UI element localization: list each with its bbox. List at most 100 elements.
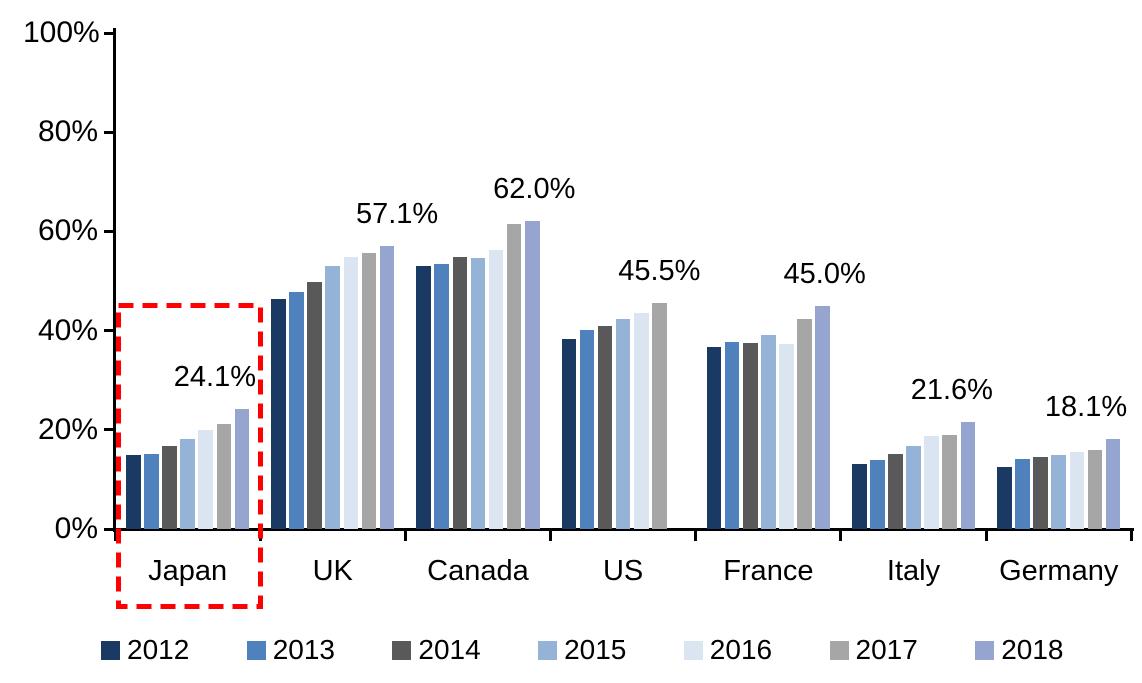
x-axis-tick [839,528,843,541]
legend-label-2017: 2017 [855,634,918,665]
legend-item-2012: 2012 [101,636,189,664]
legend-item-2018: 2018 [975,636,1063,664]
legend-swatch-2018 [975,640,995,660]
bar-italy-2014 [888,454,903,529]
y-axis-label: 40% [37,313,98,347]
legend-swatch-2014 [392,640,412,660]
bar-uk-2018 [379,245,395,529]
data-label-canada: 62.0% [493,173,576,206]
y-axis-tick [104,130,115,134]
bar-france-2017 [797,318,812,529]
x-axis-tick [984,528,988,541]
bar-us-2013 [579,330,595,529]
y-axis-tick [104,31,115,35]
legend-item-2017: 2017 [829,634,918,665]
bar-canada-2018 [524,221,540,529]
bar-uk-2012 [271,298,286,529]
bar-canada-2017 [506,224,522,529]
y-axis-label: 20% [37,412,98,446]
x-axis-tick [403,528,407,541]
data-label-germany: 18.1% [1044,391,1128,424]
bar-canada-2014 [452,256,468,529]
x-axis-label-canada: Canada [427,555,529,587]
data-label-france: 45.0% [783,257,866,290]
bar-canada-2012 [416,266,431,529]
legend-item-2014: 2014 [392,634,481,665]
bar-italy-2016 [924,435,939,529]
bar-germany-2012 [997,467,1012,529]
bar-france-2013 [724,342,740,529]
bar-italy-2017 [942,434,958,529]
bar-japan-2015 [180,438,195,529]
x-axis-tick [1129,528,1133,541]
bar-canada-2015 [470,257,486,529]
y-axis-tick [104,428,115,432]
bar-france-2014 [742,342,758,529]
bar-italy-2018 [960,421,976,529]
x-axis-label-france: France [723,555,814,587]
x-axis-line [113,528,1135,531]
y-axis-line [113,28,116,532]
x-axis-tick [258,528,262,541]
bar-germany-2014 [1033,457,1048,529]
y-axis-tick [104,329,115,333]
bar-germany-2016 [1069,451,1085,529]
bar-germany-2017 [1087,450,1103,529]
x-axis-tick [549,528,553,541]
y-axis-label: 0% [54,512,98,545]
legend-swatch-2013 [246,640,266,660]
y-axis-label: 80% [37,115,98,149]
bar-germany-2018 [1105,439,1121,529]
bar-us-2015 [615,319,631,529]
bar-france-2018 [815,305,830,529]
bar-us-2016 [633,312,649,529]
x-axis-label-uk: UK [312,555,353,587]
legend-swatch-2015 [538,640,558,660]
x-axis-label-japan: Japan [148,555,228,587]
bar-japan-2013 [144,453,159,529]
data-label-italy: 21.6% [910,373,993,406]
bar-france-2015 [761,334,776,529]
bar-italy-2015 [906,446,921,529]
bar-uk-2015 [325,265,341,529]
bar-japan-2016 [198,430,213,529]
legend-label-2013: 2013 [272,634,335,665]
bar-japan-2017 [216,424,232,529]
y-axis-label: 60% [37,214,98,248]
bar-italy-2012 [851,464,867,529]
bar-canada-2013 [434,264,450,529]
legend-label-2018: 2018 [1001,634,1064,665]
legend-swatch-2016 [683,640,703,660]
y-axis-tick [104,229,115,233]
data-label-us: 45.5% [618,255,701,288]
y-axis-label: 100% [23,16,100,49]
bar-france-2012 [706,347,722,529]
x-axis-label-italy: Italy [886,555,941,587]
bar-us-2012 [561,339,577,529]
x-axis-tick [113,528,117,541]
bar-us-2014 [597,325,613,529]
legend-item-2013: 2013 [246,634,335,665]
bar-germany-2015 [1051,455,1066,529]
data-label-japan: 24.1% [173,361,257,394]
bar-uk-2016 [343,257,359,529]
legend-label-2016: 2016 [709,634,773,665]
legend-swatch-2012 [101,640,120,660]
legend-label-2014: 2014 [418,634,481,665]
legend-label-2012: 2012 [127,634,190,665]
bar-canada-2016 [488,250,504,529]
bar-uk-2017 [361,252,377,529]
legend-item-2015: 2015 [538,636,626,664]
bar-japan-2014 [162,445,177,529]
bar-japan-2012 [126,455,141,529]
legend-swatch-2017 [829,640,849,660]
bar-france-2016 [779,344,794,529]
legend-label-2015: 2015 [564,634,627,665]
x-axis-label-us: US [602,555,644,587]
data-label-uk: 57.1% [355,197,439,230]
bar-italy-2013 [870,459,885,529]
bar-germany-2013 [1015,459,1030,529]
x-axis-label-germany: Germany [999,555,1119,587]
legend-item-2016: 2016 [683,634,773,665]
